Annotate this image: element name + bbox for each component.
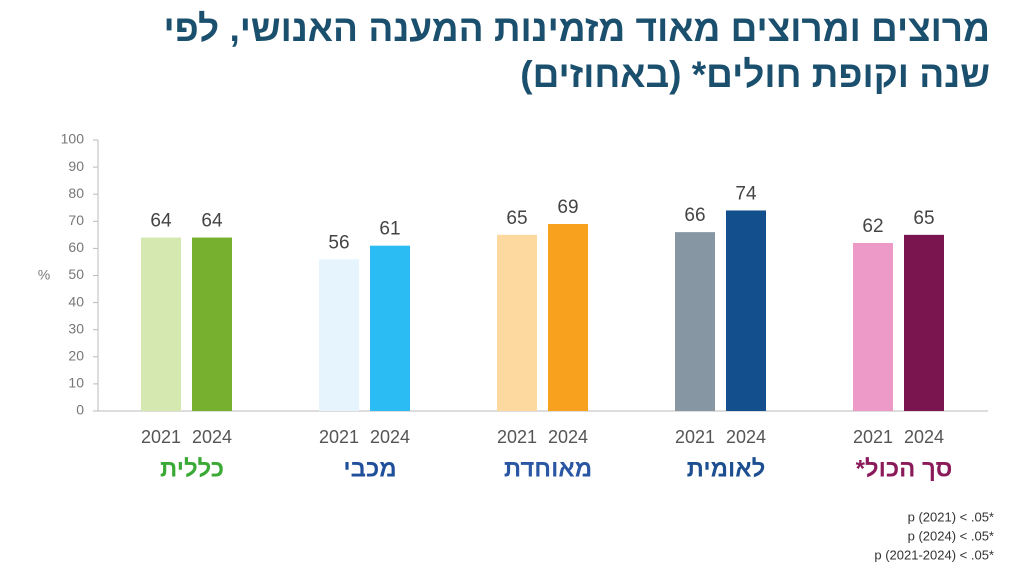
bar	[726, 210, 766, 411]
bar	[141, 237, 181, 411]
y-tick-label: 40	[68, 293, 84, 309]
group-label: מכבי	[343, 455, 396, 482]
group-label: מאוחדת	[504, 455, 592, 482]
bar	[548, 224, 588, 411]
legend-year: 2021	[497, 427, 537, 447]
y-tick-label: 90	[68, 158, 84, 174]
legend-year: 2024	[370, 427, 410, 447]
footnote: p (2021-2024) < .05*	[874, 547, 994, 562]
legend-year: 2024	[904, 427, 944, 447]
data-label: 65	[506, 208, 527, 229]
y-tick-label: 100	[61, 131, 85, 147]
legend-year: 2021	[141, 427, 181, 447]
y-tick-label: 50	[68, 266, 84, 282]
y-axis-label: %	[38, 267, 50, 283]
legend-year: 2024	[726, 427, 766, 447]
bar	[904, 234, 944, 411]
data-label: 69	[557, 197, 578, 218]
group-label: כללית	[160, 455, 224, 482]
y-tick-label: 20	[68, 348, 84, 364]
data-label: 66	[684, 205, 705, 226]
y-tick-label: 60	[68, 239, 84, 255]
group-label: סך הכול*	[856, 455, 953, 482]
bar	[853, 242, 893, 411]
legend-year: 2021	[319, 427, 359, 447]
bar	[497, 234, 537, 411]
bar	[370, 245, 410, 411]
y-tick-label: 70	[68, 212, 84, 228]
data-label: 74	[735, 183, 757, 204]
legend-year: 2021	[853, 427, 893, 447]
data-label: 62	[862, 216, 883, 237]
legend-year: 2024	[548, 427, 588, 447]
chart-title: מרוצים ומרוצים מאוד מזמינות המענה האנושי…	[163, 8, 990, 95]
y-tick-label: 30	[68, 320, 84, 336]
y-tick-label: 10	[68, 375, 84, 391]
data-label: 64	[201, 211, 223, 232]
data-label: 65	[913, 208, 934, 229]
bar	[319, 259, 359, 411]
y-tick-label: 0	[76, 402, 84, 418]
data-label: 56	[328, 232, 349, 253]
group-label: לאומית	[687, 455, 766, 482]
legend-year: 2024	[192, 427, 232, 447]
footnote: p (2021) < .05*	[908, 509, 994, 524]
data-label: 64	[150, 211, 172, 232]
legend-year: 2021	[675, 427, 715, 447]
bar	[192, 237, 232, 411]
footnote: p (2024) < .05*	[908, 528, 994, 543]
y-tick-label: 80	[68, 185, 84, 201]
bar	[675, 232, 715, 411]
data-label: 61	[379, 219, 400, 240]
